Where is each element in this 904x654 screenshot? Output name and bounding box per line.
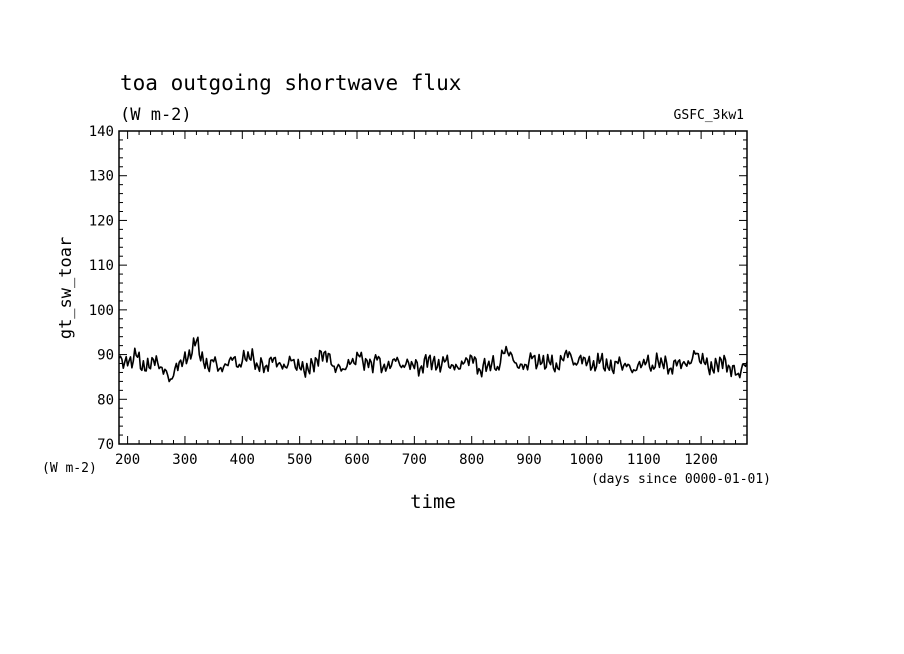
y-tick-labels: 70 80 90 100 110 120 130 140 xyxy=(89,124,114,453)
x-unit-label: (days since 0000-01-01) xyxy=(591,472,771,487)
y-axis-label: gt_sw_toar xyxy=(56,237,76,339)
y-tick-label: 70 xyxy=(97,437,114,453)
axis-ticks xyxy=(119,130,748,445)
x-tick-labels: 200 300 400 500 600 700 800 900 1000 1100 1200 xyxy=(115,452,718,468)
series-line xyxy=(118,336,748,383)
source-label: GSFC_3kw1 xyxy=(674,108,744,123)
y-unit-label: (W m-2) xyxy=(42,461,97,476)
y-tick-label: 140 xyxy=(89,124,114,140)
y-tick-label: 90 xyxy=(97,348,114,364)
x-tick-label: 500 xyxy=(287,452,312,468)
y-tick-label: 110 xyxy=(89,258,114,274)
x-tick-label: 400 xyxy=(230,452,255,468)
chart-title: toa outgoing shortwave flux xyxy=(120,71,461,95)
x-tick-label: 300 xyxy=(172,452,197,468)
y-tick-label: 130 xyxy=(89,169,114,185)
x-tick-label: 1200 xyxy=(684,452,718,468)
x-tick-label: 1000 xyxy=(570,452,604,468)
x-tick-label: 800 xyxy=(459,452,484,468)
y-tick-label: 80 xyxy=(97,392,114,408)
x-tick-label: 900 xyxy=(516,452,541,468)
x-tick-label: 200 xyxy=(115,452,140,468)
x-tick-label: 600 xyxy=(344,452,369,468)
x-tick-label: 700 xyxy=(402,452,427,468)
chart-subtitle: (W m-2) xyxy=(120,105,192,125)
y-tick-label: 100 xyxy=(89,303,114,319)
y-tick-label: 120 xyxy=(89,213,114,229)
x-tick-label: 1100 xyxy=(627,452,661,468)
x-axis-label: time xyxy=(410,491,456,513)
plot-frame xyxy=(118,130,748,445)
